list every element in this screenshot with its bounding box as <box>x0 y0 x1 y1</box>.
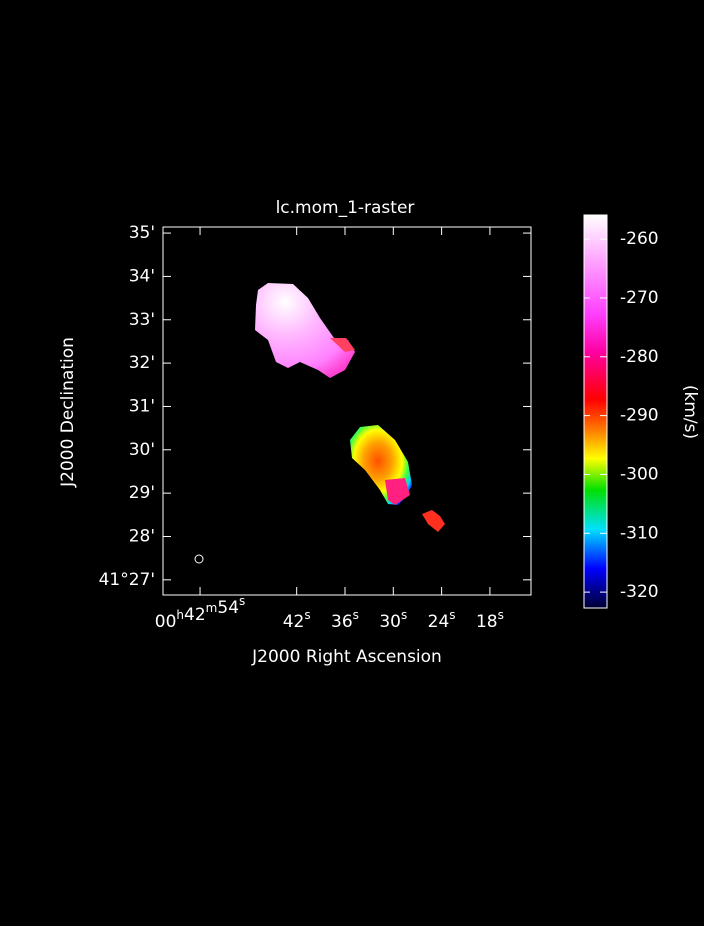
x-tick-label: 00h42m54s <box>155 594 245 633</box>
x-tick-label: 36s <box>331 608 359 633</box>
y-tick-label: 35' <box>129 223 155 243</box>
beam <box>194 554 204 564</box>
y-tick-label: 33' <box>129 310 155 330</box>
y-tick-label: 31' <box>129 396 155 416</box>
y-tick-label: 30' <box>129 440 155 460</box>
emission-region <box>255 283 355 378</box>
x-axis-label: J2000 Right Ascension <box>251 647 442 667</box>
plot-frame <box>162 226 532 596</box>
y-tick-label: 34' <box>129 266 155 286</box>
x-tick-label: 24s <box>428 608 456 633</box>
chart-title: lc.mom_1-raster <box>276 198 415 218</box>
y-tick-label: 32' <box>129 353 155 373</box>
y-tick-label: 28' <box>129 526 155 546</box>
colorbar-tick-label: -260 <box>620 229 659 249</box>
x-tick-label: 30s <box>379 608 407 633</box>
x-tick-label: 18s <box>476 608 504 633</box>
colorbar-tick-label: -290 <box>620 406 659 426</box>
colorbar <box>583 214 608 609</box>
emission-region <box>385 478 410 505</box>
colorbar-tick-label: -280 <box>620 347 659 367</box>
y-tick-label: 41°27' <box>99 570 155 590</box>
colorbar-tick-label: -310 <box>620 523 659 543</box>
emission-region <box>330 338 355 352</box>
colorbar-tick-label: -300 <box>620 464 659 484</box>
y-axis-label: J2000 Declination <box>58 337 78 488</box>
colorbar-label: (km/s) <box>680 385 700 439</box>
y-tick-label: 29' <box>129 483 155 503</box>
colorbar-tick-label: -270 <box>620 288 659 308</box>
emission-region <box>422 510 445 532</box>
x-tick-label: 42s <box>283 608 311 633</box>
colorbar-tick-label: -320 <box>620 582 659 602</box>
